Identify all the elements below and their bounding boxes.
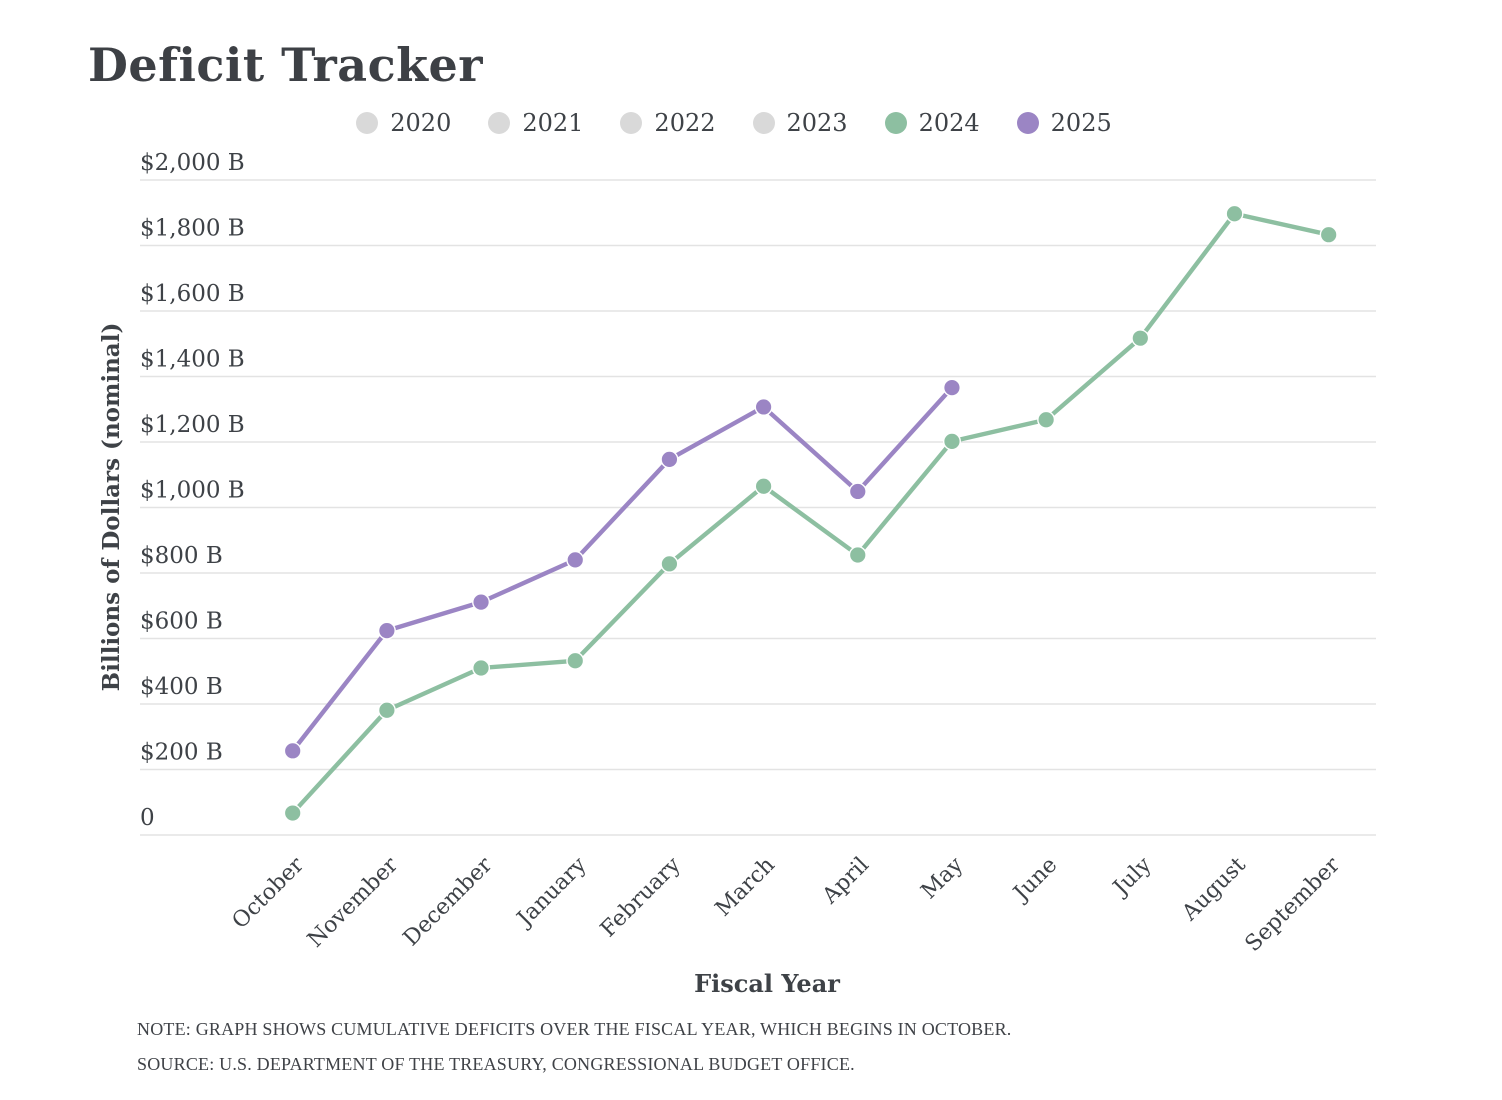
legend-label: 2023 <box>786 109 848 137</box>
y-tick-label: 0 <box>140 805 155 831</box>
x-tick-label-October: October <box>228 852 310 934</box>
legend-swatch-2023 <box>752 112 775 134</box>
chart-legend: 2020 2021 2022 2023 2024 2025 <box>0 111 1485 135</box>
data-point-2024-December[interactable] <box>472 658 491 677</box>
legend-swatch-2020 <box>356 112 379 134</box>
chart-source: SOURCE: U.S. DEPARTMENT OF THE TREASURY,… <box>137 1054 855 1074</box>
legend-swatch-2021 <box>488 112 511 134</box>
data-point-2024-January[interactable] <box>566 651 585 670</box>
data-point-2024-April[interactable] <box>848 545 867 564</box>
x-tick-label-February: February <box>596 852 686 942</box>
data-point-2024-November[interactable] <box>377 701 396 720</box>
data-point-2025-January[interactable] <box>566 550 585 569</box>
x-tick-label-December: December <box>399 852 498 951</box>
legend-label: 2025 <box>1050 109 1112 137</box>
data-point-2025-February[interactable] <box>660 450 679 469</box>
x-tick-label-August: August <box>1177 852 1251 926</box>
x-tick-label-June: June <box>1008 853 1063 908</box>
legend-item-2024[interactable]: 2024 <box>884 109 980 137</box>
series-2024-line <box>290 211 1331 816</box>
legend-item-2020[interactable]: 2020 <box>356 111 451 135</box>
data-point-2024-August[interactable] <box>1225 204 1244 223</box>
series-2024 <box>283 204 1338 823</box>
y-tick-label: $200 B <box>140 740 223 766</box>
legend-swatch-2025 <box>1016 112 1039 134</box>
chart-note: NOTE: GRAPH SHOWS CUMULATIVE DEFICITS OV… <box>137 1019 1012 1039</box>
data-point-2024-June[interactable] <box>1037 410 1056 429</box>
legend-label: 2024 <box>918 109 980 137</box>
x-tick-label-September: September <box>1241 852 1346 957</box>
data-point-2024-September[interactable] <box>1319 225 1338 244</box>
y-tick-label: $800 B <box>140 543 223 569</box>
legend-swatch-2022 <box>620 112 643 134</box>
legend-item-2022[interactable]: 2022 <box>620 109 716 137</box>
legend-item-2025[interactable]: 2025 <box>1016 109 1112 137</box>
chart-footnotes: NOTE: GRAPH SHOWS CUMULATIVE DEFICITS OV… <box>137 1019 1012 1089</box>
x-tick-label-April: April <box>817 853 874 910</box>
legend-label: 2021 <box>522 109 584 137</box>
series-2025 <box>283 378 961 760</box>
y-tick-label: $1,600 B <box>140 281 245 307</box>
data-point-2025-December[interactable] <box>472 593 491 612</box>
y-tick-label: $600 B <box>140 609 223 635</box>
data-point-2024-July[interactable] <box>1131 329 1150 348</box>
y-axis-title: Billions of Dollars (nominal) <box>98 323 125 692</box>
y-tick-label: $2,000 B <box>140 150 245 176</box>
data-point-2025-October[interactable] <box>283 741 302 760</box>
data-point-2025-March[interactable] <box>754 397 773 416</box>
y-tick-label: $1,000 B <box>140 478 245 504</box>
legend-item-2023[interactable]: 2023 <box>752 109 848 137</box>
data-point-2025-May[interactable] <box>942 378 961 397</box>
chart-title: Deficit Tracker <box>88 38 483 92</box>
y-axis-labels: $2,000 B $1,800 B $1,600 B $1,400 B $1,200 B… <box>140 150 245 831</box>
data-point-2025-April[interactable] <box>848 482 867 501</box>
series-2025-line <box>290 385 955 754</box>
x-tick-label-November: November <box>303 852 403 952</box>
x-axis-title: Fiscal Year <box>694 969 840 998</box>
y-tick-label: $1,200 B <box>140 412 245 438</box>
data-point-2024-March[interactable] <box>754 477 773 496</box>
data-point-2025-November[interactable] <box>377 621 396 640</box>
x-tick-label-March: March <box>711 853 780 922</box>
y-tick-label: $1,400 B <box>140 347 245 373</box>
x-tick-label-May: May <box>917 852 969 904</box>
data-point-2024-October[interactable] <box>283 804 302 823</box>
x-tick-label-July: July <box>1107 852 1157 902</box>
data-point-2024-May[interactable] <box>942 432 961 451</box>
data-point-2024-February[interactable] <box>660 554 679 573</box>
legend-label: 2022 <box>654 109 716 137</box>
y-tick-label: $1,800 B <box>140 216 245 242</box>
legend-item-2021[interactable]: 2021 <box>488 111 583 135</box>
legend-swatch-2024 <box>884 112 907 134</box>
y-tick-label: $400 B <box>140 674 223 700</box>
x-tick-label-January: January <box>511 852 592 933</box>
gridlines <box>140 179 1376 836</box>
legend-label: 2020 <box>390 109 452 137</box>
